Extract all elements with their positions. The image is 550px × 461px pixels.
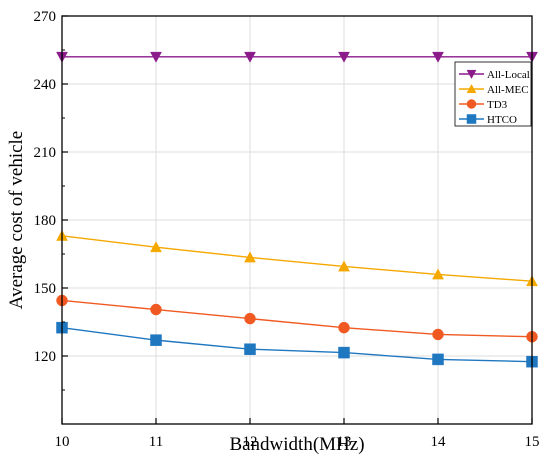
- series-td3: [56, 294, 538, 343]
- grid: [62, 16, 532, 424]
- legend-label: All-Local: [487, 69, 530, 81]
- legend-marker: [466, 99, 477, 109]
- y-tick-label: 180: [34, 213, 57, 229]
- data-point: [338, 346, 350, 359]
- data-point: [338, 321, 350, 334]
- y-tick-label: 120: [34, 349, 57, 365]
- axis-ticks: 10 11 12 13 14 15 120 150 180 210 240 270: [34, 9, 540, 450]
- series-line: [61, 299, 533, 338]
- data-point: [338, 51, 350, 63]
- y-tick-label: 150: [34, 281, 57, 297]
- legend-entry: TD3: [459, 99, 508, 111]
- legend-entry: All-Local: [459, 69, 530, 81]
- legend-entry: All-MEC: [459, 83, 529, 96]
- data-point: [432, 328, 444, 341]
- x-tick-label: 11: [149, 434, 163, 450]
- data-point: [150, 334, 162, 346]
- data-point: [432, 353, 444, 366]
- series-all-mec: [56, 229, 538, 287]
- legend-marker: [466, 69, 477, 80]
- x-axis-label: Bandwidth(MHz): [229, 434, 364, 455]
- x-tick-label: 15: [525, 434, 540, 450]
- y-tick-label: 240: [34, 77, 57, 93]
- data-point: [150, 303, 162, 316]
- data-point: [150, 241, 162, 253]
- data-point: [244, 343, 256, 355]
- y-tick-label: 210: [34, 145, 57, 161]
- legend-marker: [466, 114, 477, 124]
- legend-label: TD3: [487, 99, 508, 111]
- legend-label: All-MEC: [487, 84, 529, 96]
- legend-entry: HTCO: [459, 114, 517, 126]
- data-point: [244, 312, 256, 325]
- data-point: [244, 51, 256, 63]
- x-tick-label: 13: [337, 434, 352, 450]
- data-point: [432, 51, 444, 63]
- x-tick-label: 12: [243, 434, 258, 450]
- y-axis-label: Average cost of vehicle: [6, 131, 27, 309]
- legend-label: HTCO: [487, 114, 517, 126]
- data-point: [338, 260, 350, 272]
- series-htco: [56, 321, 538, 368]
- legend-marker: [466, 83, 477, 94]
- data-point: [150, 51, 162, 63]
- x-tick-label: 14: [431, 434, 447, 450]
- series-line: [61, 326, 533, 363]
- legend: All-Local All-MEC TD3 HTCO: [454, 61, 532, 127]
- series-all-local: [56, 51, 538, 63]
- x-tick-label: 10: [55, 434, 70, 450]
- data-point: [432, 268, 444, 280]
- data-point: [244, 251, 256, 263]
- y-tick-label: 270: [34, 9, 57, 25]
- series-line: [61, 235, 533, 282]
